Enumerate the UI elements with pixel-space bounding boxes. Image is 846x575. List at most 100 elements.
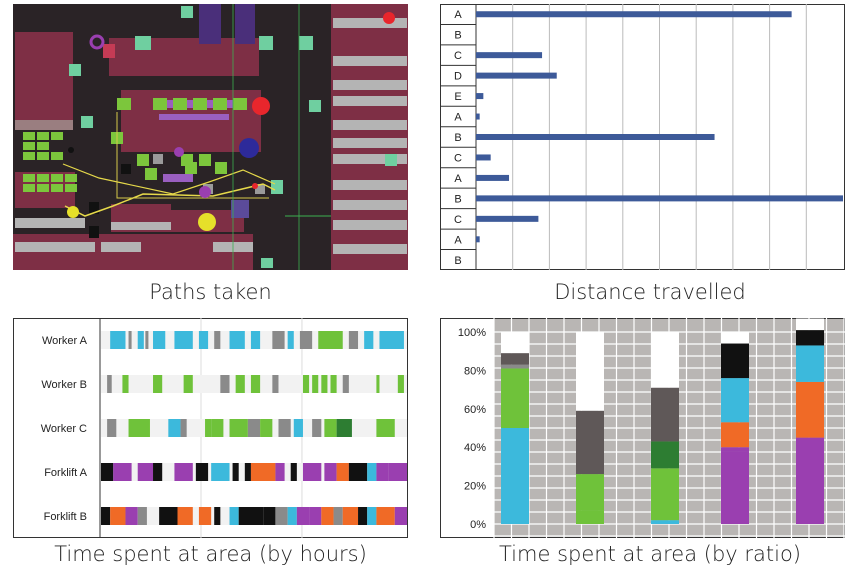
ratio-segment <box>796 318 824 331</box>
time-segment <box>260 419 273 437</box>
time-segment <box>275 463 285 481</box>
row-label: Worker A <box>42 335 88 347</box>
y-tick-label: 20% <box>464 481 486 493</box>
time-segment <box>376 507 395 525</box>
time-segment <box>211 419 224 437</box>
time-segment <box>174 331 193 349</box>
time-segment <box>394 507 407 525</box>
time-segment <box>198 507 212 525</box>
time-segment <box>168 419 181 437</box>
time-segment <box>397 375 404 393</box>
ratio-segment <box>796 437 824 524</box>
time-segment <box>336 463 349 481</box>
time-segment <box>250 375 261 393</box>
paths-caption: Paths taken <box>149 280 272 304</box>
time-segment <box>376 375 380 393</box>
time-segment <box>379 331 404 349</box>
time-segment <box>229 419 248 437</box>
time-segment <box>324 463 337 481</box>
time-segment <box>299 331 313 349</box>
ratio-segment <box>501 353 529 365</box>
time-segment <box>263 507 276 525</box>
time-segment <box>220 375 230 393</box>
time-segment <box>376 419 395 437</box>
time-segment <box>333 507 343 525</box>
time-segment <box>324 419 337 437</box>
time-segment <box>358 507 368 525</box>
category-label: A <box>454 234 462 246</box>
ratio-segment <box>796 330 824 346</box>
row-label: Forklift B <box>44 511 87 523</box>
distance-bar <box>476 93 484 100</box>
row-label: Worker B <box>41 379 87 391</box>
time-segment <box>342 507 359 525</box>
time-segment <box>180 419 187 437</box>
time-segment <box>113 463 132 481</box>
paths-map <box>13 4 408 270</box>
time-segment <box>198 331 209 349</box>
time-segment <box>159 507 178 525</box>
time-segment <box>244 463 251 481</box>
category-label: E <box>454 91 461 103</box>
category-label: B <box>454 255 461 267</box>
time-segment <box>107 375 112 393</box>
time-segment <box>336 419 352 437</box>
category-label: A <box>454 173 462 185</box>
ratio-chart-panel: 100% 80% 60% 40% 20% 0% <box>440 318 845 538</box>
ratio-segment <box>501 428 529 524</box>
time-segment <box>229 331 245 349</box>
hours-chart-panel: Worker A Worker B Worker C Forklift A Forkli… <box>13 318 408 538</box>
time-segment <box>250 463 276 481</box>
time-segment <box>312 419 322 437</box>
y-tick-label: 100% <box>458 327 486 339</box>
time-segment <box>321 375 328 393</box>
category-label: C <box>454 152 462 164</box>
time-segment <box>229 507 239 525</box>
y-tick-label: 60% <box>464 404 486 416</box>
ratio-segment <box>651 468 679 521</box>
time-segment <box>388 463 407 481</box>
time-segment <box>247 419 261 437</box>
time-segment <box>348 331 359 349</box>
category-label: A <box>454 9 462 21</box>
y-tick-label: 40% <box>464 442 486 454</box>
time-segment <box>275 507 288 525</box>
distance-caption: Distance travelled <box>554 280 746 304</box>
ratio-segment <box>651 332 679 388</box>
time-segment <box>367 507 377 525</box>
hours-caption: Time spent at area (by hours) <box>54 542 367 566</box>
row-label: Worker C <box>41 423 87 435</box>
ratio-segment <box>501 332 529 354</box>
category-label: D <box>454 71 462 83</box>
category-label: C <box>454 50 462 62</box>
time-segment <box>290 463 297 481</box>
time-segment <box>110 507 126 525</box>
category-label: B <box>454 132 461 144</box>
category-label: A <box>454 112 462 124</box>
time-segment <box>321 507 334 525</box>
time-segment <box>107 419 117 437</box>
time-segment <box>122 375 129 393</box>
time-segment <box>153 331 166 349</box>
distance-bar <box>476 134 715 140</box>
ratio-segment <box>721 332 749 344</box>
time-segment <box>137 331 144 349</box>
ratio-segment <box>796 345 824 382</box>
time-segment <box>364 331 374 349</box>
time-segment <box>250 331 261 349</box>
time-segment <box>330 375 337 393</box>
ratio-segment <box>501 368 529 428</box>
distance-bar <box>476 236 480 243</box>
ratio-segment <box>576 474 604 511</box>
time-segment <box>312 375 319 393</box>
time-segment <box>195 463 209 481</box>
time-segment <box>238 507 264 525</box>
time-segment <box>232 463 239 481</box>
time-segment <box>278 419 291 437</box>
distance-bar <box>476 174 510 181</box>
ratio-segment <box>501 364 529 369</box>
ratio-segment <box>721 378 749 423</box>
time-segment <box>296 507 310 525</box>
time-segment <box>110 331 126 349</box>
